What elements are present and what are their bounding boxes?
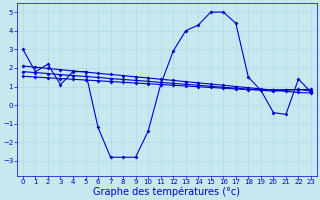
X-axis label: Graphe des températures (°c): Graphe des températures (°c) [93, 187, 240, 197]
